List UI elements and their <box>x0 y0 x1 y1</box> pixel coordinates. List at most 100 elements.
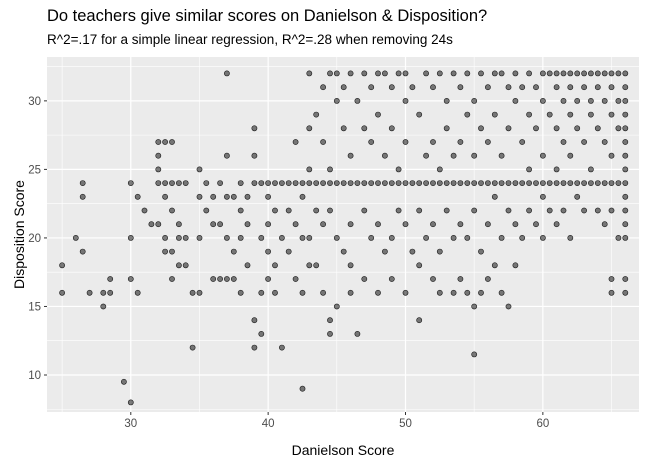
data-point <box>313 207 320 214</box>
data-point <box>560 98 567 104</box>
data-point <box>498 289 505 296</box>
data-point <box>127 180 134 186</box>
data-point <box>381 248 388 255</box>
data-point <box>127 399 134 406</box>
data-point <box>574 98 581 104</box>
data-point <box>567 234 574 241</box>
data-point <box>512 180 519 186</box>
data-point <box>450 289 457 296</box>
data-point <box>333 98 340 104</box>
data-point <box>601 221 608 228</box>
data-point <box>162 193 168 200</box>
data-point <box>560 139 567 145</box>
data-point <box>251 317 258 324</box>
data-point <box>86 289 93 296</box>
data-point <box>423 180 429 186</box>
data-point <box>223 70 230 77</box>
data-point <box>615 125 622 132</box>
data-point <box>196 234 203 241</box>
data-point <box>443 180 450 186</box>
data-point <box>457 139 464 145</box>
data-point <box>375 221 381 228</box>
data-point <box>223 193 230 200</box>
data-point <box>622 289 629 296</box>
data-point <box>278 234 285 241</box>
data-point <box>484 276 491 282</box>
data-point <box>533 84 539 91</box>
data-point <box>457 180 464 186</box>
data-point <box>553 221 560 228</box>
data-point <box>141 207 148 214</box>
data-point <box>237 234 244 241</box>
data-point <box>100 289 107 296</box>
data-point <box>388 125 395 132</box>
data-point <box>395 70 402 77</box>
data-point <box>622 180 629 186</box>
data-point <box>594 180 601 186</box>
data-point <box>388 84 395 91</box>
data-point <box>588 166 594 173</box>
data-point <box>237 207 244 214</box>
data-point <box>464 111 471 118</box>
data-point <box>237 180 244 186</box>
data-point <box>622 139 629 145</box>
data-point <box>107 289 114 296</box>
data-point <box>333 303 340 310</box>
data-point <box>540 70 546 77</box>
data-point <box>333 234 340 241</box>
data-point <box>553 166 560 173</box>
chart-title: Do teachers give similar scores on Danie… <box>47 7 488 25</box>
data-point <box>162 139 168 145</box>
data-point <box>512 70 519 77</box>
data-point <box>381 180 388 186</box>
data-point <box>484 139 491 145</box>
data-point <box>471 152 478 159</box>
data-point <box>368 84 375 91</box>
data-point <box>443 207 450 214</box>
data-point <box>526 70 532 77</box>
data-point <box>574 180 581 186</box>
data-point <box>519 180 526 186</box>
data-point <box>416 180 423 186</box>
data-point <box>347 221 354 228</box>
data-point <box>79 180 86 186</box>
y-tick-label: 25 <box>28 164 41 176</box>
data-point <box>498 180 505 186</box>
y-tick-label: 10 <box>28 370 41 382</box>
data-point <box>430 84 436 91</box>
data-point <box>581 207 587 214</box>
data-point <box>354 330 361 337</box>
data-point <box>567 152 574 159</box>
data-point <box>533 221 539 228</box>
data-point <box>175 221 182 228</box>
data-point <box>402 180 409 186</box>
data-point <box>553 125 560 132</box>
data-point <box>306 125 313 132</box>
data-point <box>189 289 196 296</box>
data-point <box>134 289 141 296</box>
data-point <box>622 207 629 214</box>
y-tick-label: 30 <box>28 96 41 108</box>
data-point <box>478 70 484 77</box>
data-point <box>251 180 258 186</box>
data-point <box>498 152 505 159</box>
data-point <box>169 248 175 255</box>
data-point <box>533 180 539 186</box>
x-tick-label: 40 <box>262 418 275 430</box>
data-point <box>148 221 155 228</box>
data-point <box>327 180 333 186</box>
data-point <box>230 248 237 255</box>
data-point <box>594 70 601 77</box>
x-axis-title: Danielson Score <box>292 442 395 458</box>
data-point <box>471 180 478 186</box>
data-point <box>223 276 230 282</box>
data-point <box>553 84 560 91</box>
data-point <box>244 221 251 228</box>
data-point <box>546 207 553 214</box>
data-point <box>505 303 512 310</box>
data-point <box>519 234 526 241</box>
data-point <box>622 70 629 77</box>
data-point <box>381 152 388 159</box>
data-point <box>512 262 519 269</box>
data-point <box>478 289 484 296</box>
